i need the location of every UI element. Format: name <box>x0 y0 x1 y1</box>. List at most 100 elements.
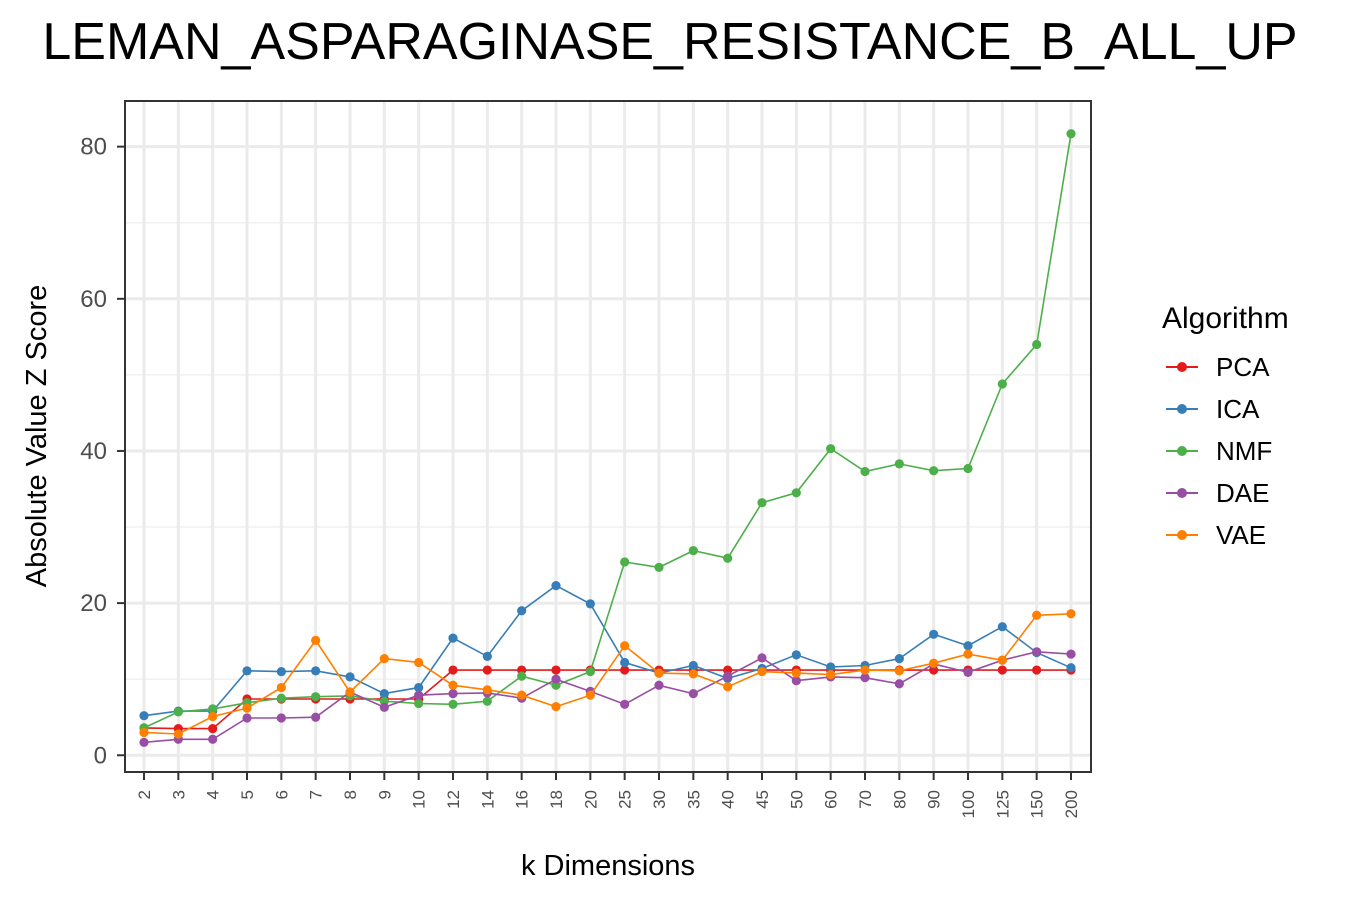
legend-key-ica <box>1162 399 1202 419</box>
x-tick-label: 18 <box>547 790 566 809</box>
data-point-dae <box>757 653 767 663</box>
y-tick-label: 60 <box>80 286 107 313</box>
legend-key-pca <box>1162 357 1202 377</box>
data-point-ica <box>379 689 389 699</box>
legend-key-dot <box>1177 404 1187 414</box>
x-tick-label: 40 <box>719 790 738 809</box>
y-tick-label: 0 <box>94 742 107 769</box>
data-point-nmf <box>311 692 321 702</box>
legend-label-dae: DAE <box>1216 477 1270 508</box>
legend-label-nmf: NMF <box>1216 435 1273 466</box>
data-point-dae <box>276 713 286 723</box>
data-point-ica <box>791 650 801 660</box>
data-point-vae <box>688 669 698 679</box>
x-tick-label: 150 <box>1028 790 1047 818</box>
data-point-nmf <box>620 557 630 567</box>
data-point-dae <box>242 713 252 723</box>
data-point-nmf <box>208 704 218 714</box>
series-line-nmf <box>143 133 1072 729</box>
x-tick-label: 2 <box>135 790 154 799</box>
y-tick-label: 20 <box>80 590 107 617</box>
data-point-ica <box>517 606 527 616</box>
legend-item-nmf: NMF <box>1162 430 1289 472</box>
data-point-dae <box>448 689 458 699</box>
legend-item-dae: DAE <box>1162 472 1289 514</box>
data-point-vae <box>826 670 836 680</box>
data-point-vae <box>414 657 424 668</box>
data-point-nmf <box>1066 129 1076 139</box>
x-tick-label: 125 <box>993 790 1012 818</box>
data-point-dae <box>963 667 973 677</box>
data-point-nmf <box>723 553 733 563</box>
x-tick-label: 12 <box>444 790 463 809</box>
x-tick-label: 20 <box>581 790 600 809</box>
data-point-ica <box>414 682 424 693</box>
data-point-dae <box>551 674 561 684</box>
data-point-dae <box>414 690 424 700</box>
data-point-pca <box>997 665 1007 675</box>
data-point-vae <box>894 666 904 676</box>
data-point-dae <box>688 689 698 699</box>
x-tick-label: 200 <box>1062 790 1081 818</box>
data-point-nmf <box>791 488 801 498</box>
data-point-pca <box>620 665 630 675</box>
x-tick-label: 10 <box>410 790 429 809</box>
x-tick-label: 90 <box>925 790 944 809</box>
y-axis-label: Absolute Value Z Score <box>21 285 53 588</box>
series-line-vae <box>143 613 1072 735</box>
data-point-pca <box>551 665 561 675</box>
data-point-vae <box>791 668 801 678</box>
data-point-dae <box>620 699 630 709</box>
series-line-ica <box>143 584 1072 717</box>
data-point-dae <box>791 676 801 686</box>
legend-key-dot <box>1177 488 1187 498</box>
data-point-pca <box>448 665 458 675</box>
data-point-dae <box>208 734 218 744</box>
data-point-dae <box>860 673 870 683</box>
legend-label-vae: VAE <box>1216 519 1267 550</box>
data-point-ica <box>551 581 561 591</box>
x-tick-label: 8 <box>341 790 360 799</box>
data-point-vae <box>208 711 218 722</box>
legend-key-dot <box>1177 446 1187 456</box>
data-point-ica <box>276 666 286 677</box>
data-point-nmf <box>929 466 939 476</box>
data-point-nmf <box>585 666 595 677</box>
data-point-pca <box>482 665 492 675</box>
data-point-nmf <box>173 707 183 717</box>
data-point-nmf <box>688 546 698 556</box>
x-tick-label: 9 <box>375 790 394 799</box>
data-point-nmf <box>448 699 458 709</box>
data-point-nmf <box>276 693 286 703</box>
series-layer <box>139 129 1076 747</box>
data-point-vae <box>1032 610 1042 620</box>
x-tick-label: 60 <box>822 790 841 809</box>
data-point-vae <box>757 666 767 677</box>
data-point-vae <box>242 703 252 713</box>
data-point-ica <box>620 657 630 668</box>
data-point-nmf <box>517 671 527 681</box>
legend: Algorithm PCA ICA NMF DAE VAE <box>1162 302 1289 556</box>
data-point-ica <box>482 651 492 661</box>
data-point-nmf <box>860 466 870 477</box>
data-point-vae <box>311 635 321 645</box>
legend-key-dot <box>1177 362 1187 372</box>
data-point-ica <box>929 629 939 639</box>
legend-item-vae: VAE <box>1162 514 1289 556</box>
data-point-nmf <box>963 463 973 474</box>
x-axis-label: k Dimensions <box>521 850 695 882</box>
data-point-ica <box>826 662 836 672</box>
series-vae <box>139 609 1076 739</box>
data-point-vae <box>1066 609 1076 619</box>
x-tick-label: 25 <box>616 790 635 809</box>
data-point-vae <box>654 668 664 678</box>
data-point-ica <box>448 633 458 643</box>
data-point-vae <box>929 658 939 668</box>
data-point-dae <box>139 737 149 747</box>
x-tick-label: 70 <box>856 790 875 809</box>
data-point-vae <box>173 729 183 739</box>
data-point-vae <box>620 641 630 651</box>
legend-item-pca: PCA <box>1162 346 1289 388</box>
data-point-nmf <box>894 459 904 469</box>
